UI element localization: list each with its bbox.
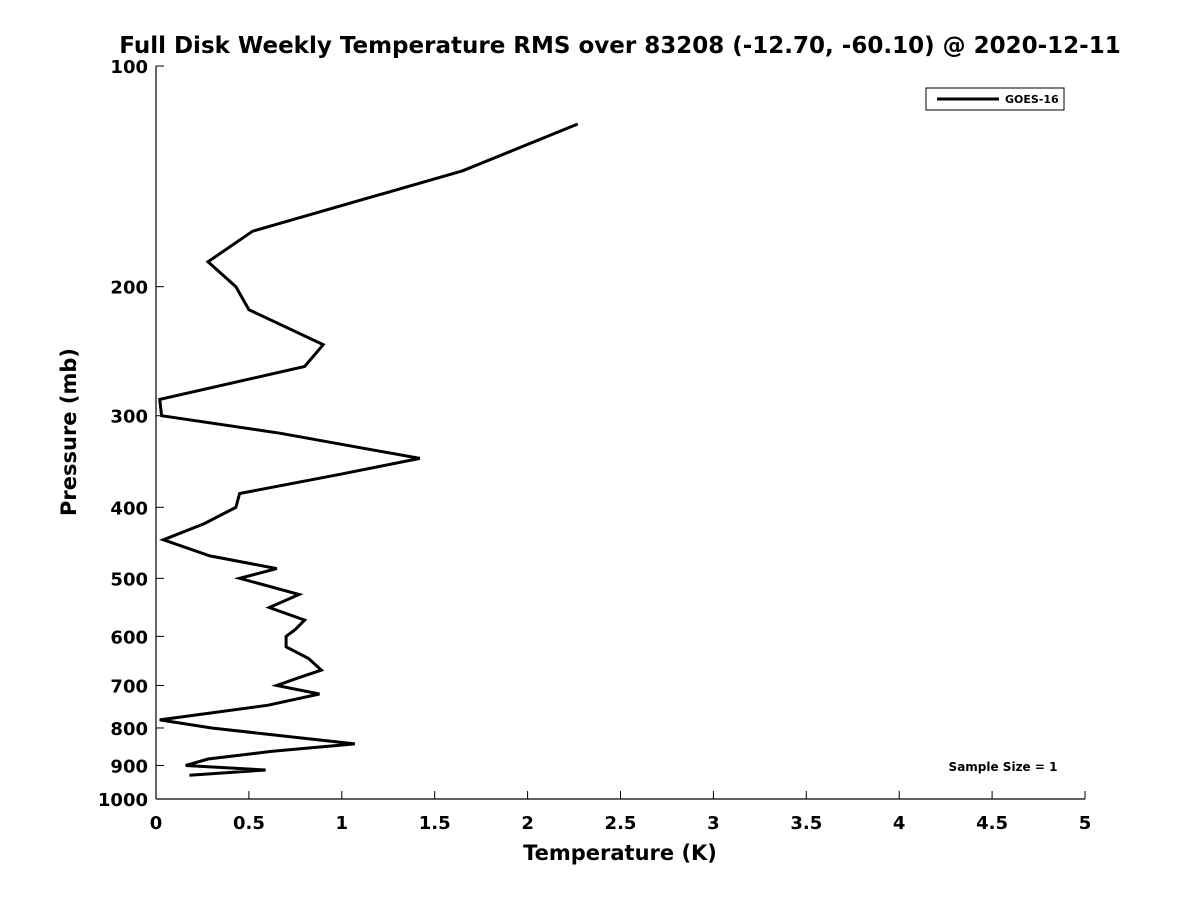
sample-size-annotation: Sample Size = 1 <box>949 760 1058 774</box>
y-axis-label: Pressure (mb) <box>57 348 81 516</box>
y-tick-label: 100 <box>110 57 148 78</box>
y-tick-label: 700 <box>110 676 148 697</box>
y-tick-label: 200 <box>110 278 148 299</box>
x-tick-label: 3.5 <box>790 813 822 834</box>
y-tick-label: 500 <box>110 569 148 590</box>
x-tick-label: 4.5 <box>976 813 1008 834</box>
y-tick-label: 900 <box>110 756 148 777</box>
chart-title: Full Disk Weekly Temperature RMS over 83… <box>119 33 1121 59</box>
series-line-goes-16 <box>158 122 579 777</box>
x-tick-label: 5 <box>1079 813 1092 834</box>
legend: GOES-16 <box>925 87 1065 111</box>
y-tick-label: 1000 <box>98 790 148 811</box>
y-tick-label: 300 <box>110 407 148 428</box>
plot-area: 0 0.5 1 1.5 2 2.5 3 3.5 4 4.5 5 100 200 300 400 500 600… <box>98 57 1091 834</box>
x-tick-label: 1.5 <box>419 813 451 834</box>
y-tick-label: 600 <box>110 627 148 648</box>
x-tick-label: 3 <box>707 813 720 834</box>
x-tick-label: 2 <box>521 813 534 834</box>
y-tick-label: 800 <box>110 719 148 740</box>
x-tick-label: 1 <box>336 813 349 834</box>
x-ticks: 0 0.5 1 1.5 2 2.5 3 3.5 4 4.5 5 <box>150 791 1092 834</box>
x-tick-label: 0 <box>150 813 163 834</box>
y-ticks: 100 200 300 400 500 600 700 800 900 1000 <box>98 57 164 811</box>
legend-entry-goes-16: GOES-16 <box>1005 93 1059 106</box>
y-tick-label: 400 <box>110 498 148 519</box>
x-axis-label: Temperature (K) <box>523 841 717 865</box>
x-tick-label: 0.5 <box>233 813 265 834</box>
x-tick-label: 2.5 <box>605 813 637 834</box>
x-tick-label: 4 <box>893 813 906 834</box>
